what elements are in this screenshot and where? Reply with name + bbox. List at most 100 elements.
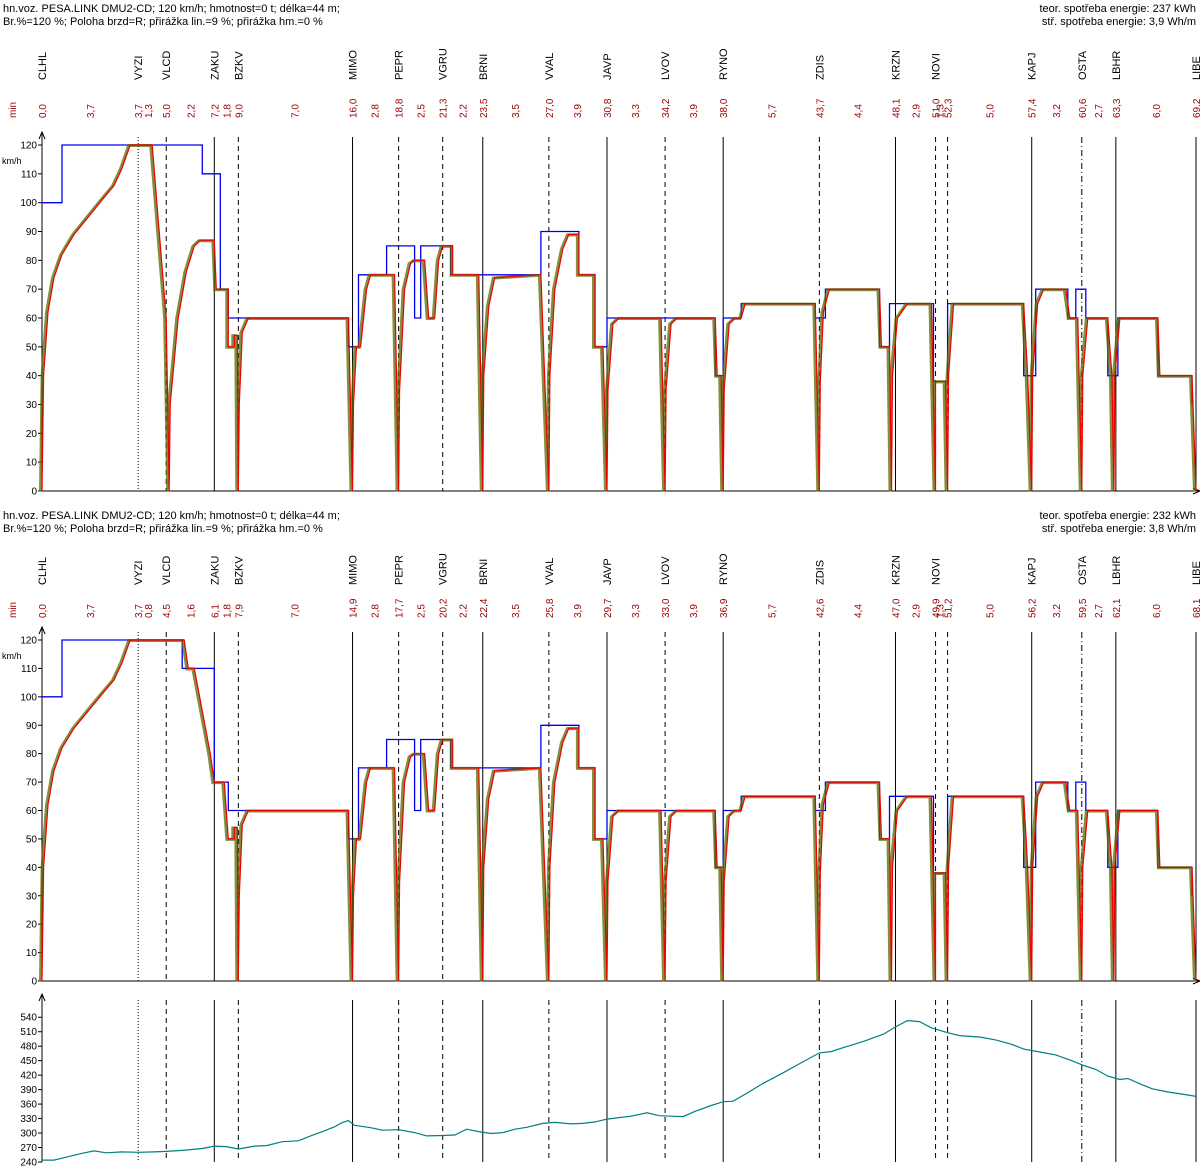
c1-y-tick-label: 30 [26, 400, 38, 411]
c2-time-axis-label: min [8, 602, 19, 618]
c2-station-time: 14,9 [349, 598, 360, 618]
c2-y-tick-label: 20 [26, 920, 38, 931]
c1-station-name: JAVP [602, 53, 614, 80]
c2-station-time: 49,9 [932, 598, 943, 618]
c1-station-time: 63,3 [1112, 98, 1123, 118]
c1-station-name: VVAL [544, 53, 556, 80]
c3-y-tick-label: 300 [20, 1129, 37, 1140]
c2-segment-time: 6,0 [1152, 604, 1163, 618]
c2-station-time: 17,7 [395, 598, 406, 618]
c2-segment-time: 3,7 [86, 604, 97, 618]
c2-segment-time: 3,3 [631, 604, 642, 618]
c2-station-time: 62,1 [1112, 598, 1123, 618]
c1-station-name: PEPR [394, 50, 406, 80]
c1-y-tick-label: 70 [26, 285, 38, 296]
c2-y-tick-label: 50 [26, 834, 38, 845]
c2-y-tick-label: 40 [26, 863, 38, 874]
c1-station-name: VGRU [438, 48, 450, 80]
c1-station-time: 21,3 [439, 98, 450, 118]
c1-segment-time: 3,7 [86, 104, 97, 118]
c2-station-time: 6,1 [210, 604, 221, 618]
c2-station-name: VGRU [438, 553, 450, 585]
c1-segment-time: 1,3 [936, 104, 947, 118]
c2-station-name: OSTA [1077, 555, 1089, 585]
panel1-energy-avg: stř. spotřeba energie: 3,9 Wh/m [1041, 16, 1196, 28]
c2-segment-time: 1,3 [936, 604, 947, 618]
c2-y-tick-label: 110 [21, 664, 37, 675]
c2-y-unit: km/h [2, 651, 22, 661]
c2-station-time: 36,9 [719, 598, 730, 618]
panel2-train-info: hn.voz. PESA.LINK DMU2-CD; 120 km/h; hmo… [3, 510, 340, 522]
c2-y-tick-label: 0 [31, 977, 37, 988]
c1-station-name: MIMO [348, 50, 360, 80]
c1-y-tick-label: 80 [26, 256, 38, 267]
c2-station-name: VVAL [544, 558, 556, 585]
c2-segment-time: 1,8 [222, 604, 233, 618]
c2-station-name: KRZN [890, 555, 902, 585]
c2-station-time: 4,5 [162, 604, 173, 618]
c1-y-tick-label: 110 [21, 169, 37, 180]
c2-y-axis-arrow [38, 625, 46, 635]
c1-station-time: 52,3 [944, 98, 955, 118]
c2-station-time: 42,6 [815, 598, 826, 618]
c1-segment-time: 6,0 [1152, 104, 1163, 118]
c3-y-tick-label: 330 [20, 1114, 37, 1125]
c1-station-time: 0,0 [38, 104, 49, 118]
c1-station-time: 43,7 [815, 98, 826, 118]
c2-speed-profile-line [41, 639, 1197, 982]
speed-chart-variant-2: CLHL 0,0 VYZI 3,7 VLCD 4,5 ZAKU 6,1 BZKV 7,9 MIMO 1… [2, 553, 1200, 988]
c2-segment-time: 3,9 [573, 604, 584, 618]
c2-station-name: LIBE [1191, 561, 1200, 585]
c3-y-tick-label: 420 [20, 1071, 37, 1082]
c2-station-name: LBHR [1111, 556, 1123, 585]
c1-station-name: VLCD [161, 51, 173, 80]
c2-station-name: ZAKU [209, 556, 221, 585]
c2-station-name: CLHL [37, 557, 49, 585]
c2-station-name: PEPR [394, 555, 406, 585]
c1-station-time: 30,8 [603, 98, 614, 118]
c2-y-tick-label: 30 [26, 891, 38, 902]
c2-station-time: 56,2 [1028, 598, 1039, 618]
c1-station-time: 34,2 [661, 98, 672, 118]
c1-segment-time: 3,3 [631, 104, 642, 118]
panel1-brake-info: Br.%=120 %; Poloha brzd=R; přirážka lin.… [3, 16, 323, 28]
c1-segment-time: 3,9 [573, 104, 584, 118]
panel2-energy-avg: stř. spotřeba energie: 3,8 Wh/m [1041, 523, 1196, 535]
c2-station-name: BRNI [478, 559, 490, 585]
c2-y-tick-label: 90 [26, 721, 38, 732]
c1-y-tick-label: 20 [26, 429, 38, 440]
c1-speed-profile-line [41, 144, 1197, 492]
c3-elevation-line [42, 1019, 1197, 1161]
c1-station-name: BZKV [233, 51, 245, 80]
c2-station-time: 3,7 [134, 604, 145, 618]
c2-station-name: KAPJ [1027, 557, 1039, 585]
c2-segment-time: 5,0 [986, 604, 997, 618]
panel1-train-info: hn.voz. PESA.LINK DMU2-CD; 120 km/h; hmo… [3, 3, 340, 15]
c1-time-axis-label: min [8, 102, 19, 118]
c2-station-name: NOVI [931, 558, 943, 585]
c1-y-tick-label: 120 [20, 141, 37, 152]
c3-y-tick-label: 360 [20, 1100, 37, 1111]
c3-y-tick-label: 270 [20, 1143, 37, 1154]
c1-station-time: 57,4 [1028, 98, 1039, 118]
c1-segment-time: 5,0 [986, 104, 997, 118]
c2-station-time: 59,5 [1078, 598, 1089, 618]
c1-segment-time: 1,8 [222, 104, 233, 118]
c1-station-time: 27,0 [545, 98, 556, 118]
c2-y-tick-label: 100 [20, 692, 37, 703]
c1-station-time: 23,5 [479, 98, 490, 118]
c2-station-time: 22,4 [479, 598, 490, 618]
c2-station-name: VYZI [133, 561, 145, 585]
c1-station-name: NOVI [931, 53, 943, 80]
c1-segment-time: 3,2 [1052, 104, 1063, 118]
panel1-energy-total: teor. spotřeba energie: 237 kWh [1039, 3, 1196, 15]
c1-station-time: 5,0 [162, 104, 173, 118]
c1-y-tick-label: 100 [20, 198, 37, 209]
c1-y-tick-label: 50 [26, 342, 38, 353]
c1-segment-time: 1,3 [144, 104, 155, 118]
c2-traction-shadow-line [39, 639, 1196, 982]
c1-y-tick-label: 40 [26, 371, 38, 382]
c3-y-tick-label: 540 [20, 1013, 37, 1024]
c1-station-time: 48,1 [891, 98, 902, 118]
c1-station-name: KAPJ [1027, 52, 1039, 80]
